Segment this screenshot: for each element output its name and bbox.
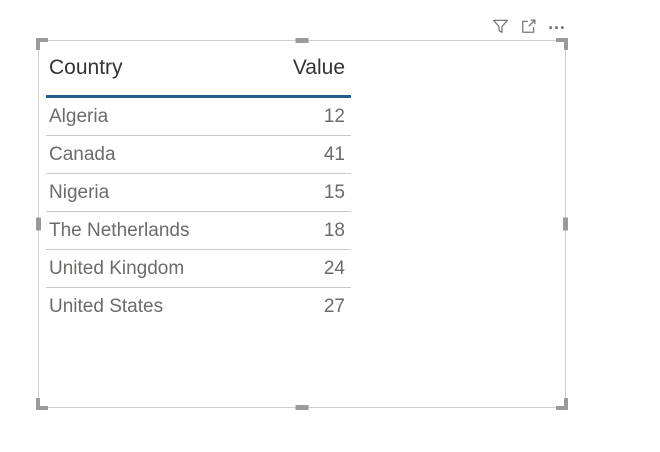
- resize-handle-right[interactable]: [563, 217, 568, 231]
- country-cell: United Kingdom: [49, 257, 185, 279]
- table-row[interactable]: Algeria 12: [46, 98, 351, 136]
- table-header-row: Country Value: [46, 41, 351, 98]
- resize-handle-top-right[interactable]: [556, 38, 568, 50]
- table-row[interactable]: The Netherlands 18: [46, 212, 351, 250]
- filter-icon[interactable]: [490, 16, 510, 36]
- country-cell: United States: [49, 296, 164, 317]
- table-row[interactable]: Nigeria 15: [46, 174, 351, 212]
- column-header-country[interactable]: Country: [49, 56, 123, 79]
- country-cell: The Netherlands: [49, 219, 190, 241]
- country-cell: Algeria: [49, 105, 109, 127]
- value-cell: 18: [323, 219, 345, 241]
- table-visual-container[interactable]: Country Value Algeria 12 Canada 41 Niger…: [36, 38, 568, 410]
- resize-handle-bottom[interactable]: [295, 405, 309, 410]
- data-table: Country Value Algeria 12 Canada 41 Niger…: [46, 41, 351, 326]
- more-options-icon[interactable]: [546, 16, 566, 36]
- resize-handle-bottom-left[interactable]: [36, 398, 48, 410]
- value-cell: 15: [323, 181, 345, 203]
- focus-mode-icon[interactable]: [518, 16, 538, 36]
- column-header-value[interactable]: Value: [292, 56, 345, 79]
- table-row[interactable]: United States 27: [46, 288, 351, 326]
- resize-handle-top[interactable]: [295, 38, 309, 43]
- value-cell: 41: [323, 143, 345, 165]
- country-cell: Nigeria: [49, 181, 110, 203]
- value-cell: 12: [323, 105, 345, 127]
- resize-handle-left[interactable]: [36, 217, 41, 231]
- country-cell: Canada: [49, 143, 116, 165]
- value-cell: 24: [323, 257, 345, 279]
- resize-handle-top-left[interactable]: [36, 38, 48, 50]
- table-row[interactable]: Canada 41: [46, 136, 351, 174]
- visual-header-toolbar: [490, 16, 566, 36]
- value-cell: 27: [323, 296, 345, 317]
- table-row[interactable]: United Kingdom 24: [46, 250, 351, 288]
- table-body: Algeria 12 Canada 41 Nigeria 15 The Neth…: [46, 98, 351, 326]
- resize-handle-bottom-right[interactable]: [556, 398, 568, 410]
